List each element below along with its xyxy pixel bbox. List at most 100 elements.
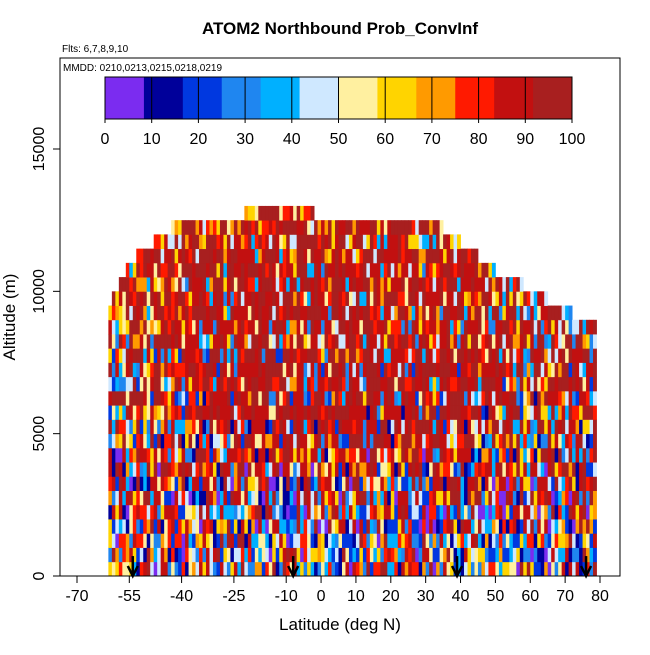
heatmap-cell [565,334,570,349]
heatmap-cell [174,533,179,548]
heatmap-cell [136,262,141,278]
heatmap-cell [321,447,325,463]
heatmap-cell [533,433,538,449]
heatmap-cell [338,262,343,278]
heatmap-cell [230,277,235,292]
heatmap-cell [498,447,503,463]
heatmap-cell [157,447,162,463]
heatmap-cell [226,561,231,576]
heatmap-cell [453,419,458,435]
heatmap-cell [188,248,193,264]
heatmap-cell [380,433,385,449]
heatmap-cell [355,248,360,264]
heatmap-cell [314,248,318,264]
heatmap-cell [418,419,423,435]
heatmap-cell [324,419,329,435]
heatmap-cell [160,362,165,378]
heatmap-cell [450,348,454,363]
heatmap-cell [209,405,214,420]
heatmap-cell [233,220,238,235]
heatmap-cell [551,519,556,534]
heatmap-cell [470,504,475,520]
heatmap-cell [212,291,217,306]
heatmap-cell [498,277,503,292]
heatmap-cell [185,362,189,378]
heatmap-cell [467,291,472,306]
heatmap-cell [540,334,545,349]
heatmap-cell [568,305,573,321]
heatmap-cell [157,319,162,335]
heatmap-cell [171,519,176,534]
heatmap-cell [192,462,196,477]
heatmap-cell [258,476,263,491]
heatmap-cell [321,220,325,235]
heatmap-cell [383,291,388,306]
heatmap-cell [408,291,413,306]
heatmap-cell [565,533,570,548]
heatmap-cell [519,405,524,420]
heatmap-cell [422,305,427,321]
heatmap-cell [383,504,388,520]
heatmap-cell [439,547,444,563]
heatmap-cell [282,405,287,420]
heatmap-cell [593,419,597,435]
heatmap-cell [122,291,127,306]
heatmap-cell [223,334,228,349]
heatmap-cell [240,476,245,491]
heatmap-cell [516,362,521,378]
heatmap-cell [422,334,427,349]
heatmap-cell [268,476,273,491]
heatmap-cell [457,519,461,534]
heatmap-cell [540,390,545,406]
heatmap-cell [348,433,353,449]
heatmap-cell [512,362,517,378]
heatmap-cell [387,334,392,349]
heatmap-cell [216,291,221,306]
heatmap-cell [153,490,158,506]
heatmap-cell [310,334,315,349]
heatmap-cell [251,205,256,221]
heatmap-cell [261,547,266,563]
heatmap-cell [310,234,315,250]
heatmap-cell [345,305,350,321]
heatmap-cell [129,433,134,449]
heatmap-cell [146,462,151,477]
heatmap-cell [380,291,385,306]
heatmap-cell [366,561,371,576]
heatmap-cell [129,319,134,335]
heatmap-cell [418,390,423,406]
heatmap-cell [537,447,542,463]
heatmap-cell [251,277,256,292]
heatmap-cell [321,476,325,491]
heatmap-cell [338,462,343,477]
heatmap-cell [366,305,371,321]
heatmap-cell [282,547,287,563]
heatmap-cell [258,490,263,506]
heatmap-cell [526,334,531,349]
heatmap-cell [568,348,573,363]
heatmap-cell [366,476,371,491]
heatmap-cell [171,462,176,477]
heatmap-cell [226,277,231,292]
heatmap-cell [554,362,559,378]
heatmap-cell [443,348,447,363]
heatmap-cell [408,334,413,349]
heatmap-cell [286,319,291,335]
heatmap-cell [192,277,196,292]
heatmap-cell [153,334,158,349]
heatmap-cell [251,248,256,264]
heatmap-cell [380,462,385,477]
heatmap-cell [335,533,339,548]
heatmap-cell [533,419,538,435]
heatmap-cell [439,519,444,534]
heatmap-cell [467,262,472,278]
heatmap-cell [317,476,322,491]
heatmap-cell [293,390,298,406]
heatmap-cell [519,490,524,506]
heatmap-cell [160,291,165,306]
heatmap-cell [512,533,517,548]
heatmap-cell [411,547,416,563]
heatmap-cell [373,476,378,491]
heatmap-cell [279,376,284,392]
heatmap-cell [477,348,482,363]
